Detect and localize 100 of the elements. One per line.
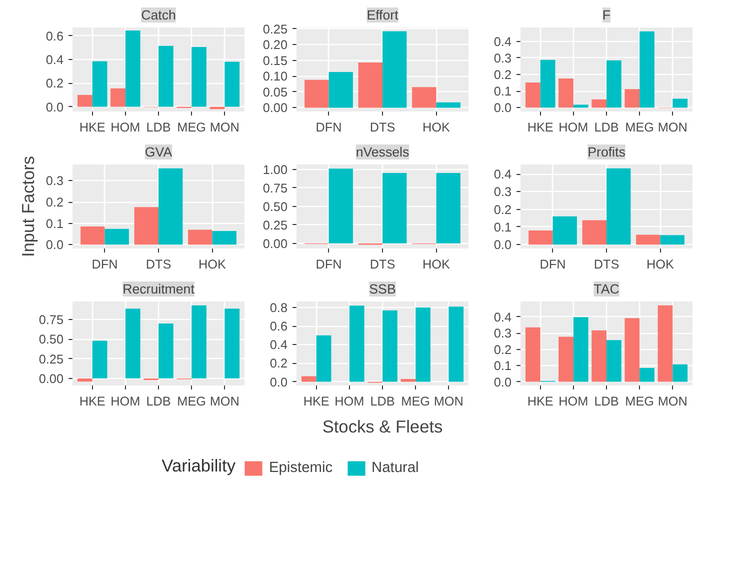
chart-title: GVA [144,144,172,160]
y-tick-label: 0.50 [38,332,64,347]
bar [525,82,540,108]
y-tick-label: 0.0 [494,101,512,116]
y-tick-label: 0.1 [46,216,64,231]
y-tick-label: 0.0 [494,375,512,390]
y-tick-label: 0.1 [494,84,512,99]
bar [328,168,353,244]
bar [349,306,364,382]
x-tick-label: MEG [177,394,206,408]
x-tick-label: MON [658,120,688,134]
y-tick-label: 1.00 [262,162,288,177]
x-tick-label: MEG [625,120,654,134]
y-tick-label: 0.05 [262,85,288,100]
x-tick-label: DTS [370,120,396,134]
y-tick-label: 0.2 [494,202,512,217]
x-tick-label: DFN [92,258,118,272]
chart-title: Profits [588,144,626,160]
bar [316,335,332,382]
bar [382,310,398,382]
y-tick-label: 0.75 [38,313,64,328]
y-tick-label: 0.25 [38,352,64,366]
legend-label: Epistemic [269,460,333,476]
x-axis-title: Stocks & Fleets [322,416,444,436]
bar [110,88,126,107]
x-tick-label: HOK [422,120,451,134]
bar [573,104,588,108]
chart-title: Effort [366,8,399,22]
bar [606,60,622,108]
y-tick-label: 0.15 [262,54,288,68]
x-tick-label: HOM [110,120,140,134]
chart-title: TAC [594,282,620,296]
y-tick-label: 0.1 [494,220,512,234]
chart-title: Recruitment [122,282,195,296]
y-tick-label: 0.4 [494,34,512,49]
bar [606,168,631,245]
bar [528,230,553,245]
bar [558,78,574,108]
x-tick-label: HOK [198,258,227,272]
bar [592,330,606,382]
bar [188,230,212,245]
bar [660,235,684,245]
y-tick-label: 0.3 [494,185,512,200]
bar [436,173,460,244]
x-tick-label: DFN [316,258,342,272]
chart-title: F [602,8,611,22]
x-tick-label: DFN [540,258,566,272]
chart-title: SSB [369,282,396,296]
bar [92,61,108,107]
y-tick-label: 0.1 [494,359,512,374]
x-tick-label: HKE [79,394,106,408]
chart-title: Catch [141,8,176,22]
y-tick-label: 0.4 [270,338,288,352]
y-tick-label: 0.6 [270,320,288,334]
bar [640,368,654,382]
y-tick-label: 0.25 [262,218,288,232]
x-tick-label: LDB [594,120,619,134]
bar [301,376,316,382]
y-tick-label: 0.6 [46,29,64,44]
x-tick-label: MON [434,394,464,408]
y-tick-label: 0.50 [262,200,288,214]
bar [658,305,673,382]
y-tick-label: 0.20 [262,38,288,52]
x-tick-label: MEG [401,394,430,408]
x-tick-label: DTS [146,258,172,272]
y-tick-label: 0.3 [494,326,512,341]
bar [158,323,174,378]
bar [400,379,416,382]
bar [558,336,574,382]
y-tick-label: 0.2 [494,68,512,82]
y-tick-label: 0.2 [494,342,512,357]
y-tick-label: 0.00 [38,372,64,386]
y-tick-label: 0.2 [270,356,288,371]
x-tick-label: MON [210,120,240,134]
bar [125,308,140,378]
bar [224,62,240,107]
bar [540,60,556,108]
bar [212,231,236,245]
y-tick-label: 0.4 [494,310,512,324]
bar [80,226,105,245]
bar [640,31,654,108]
bar [624,89,640,108]
bar [416,308,430,382]
y-tick-label: 0.4 [494,168,512,182]
bar [92,340,108,378]
y-tick-label: 0.4 [46,52,64,67]
y-tick-label: 0.2 [46,76,64,91]
bar [636,234,660,245]
y-tick-label: 0.0 [270,375,288,390]
bar [624,318,640,382]
bar [382,31,407,108]
bar [582,220,606,245]
x-tick-label: HKE [527,394,554,408]
bar [224,308,240,378]
bar [672,364,688,382]
x-tick-label: HOK [422,258,451,272]
bar [382,173,407,244]
bar [192,47,206,107]
y-tick-label: 0.2 [46,196,64,210]
y-tick-label: 0.3 [494,51,512,66]
